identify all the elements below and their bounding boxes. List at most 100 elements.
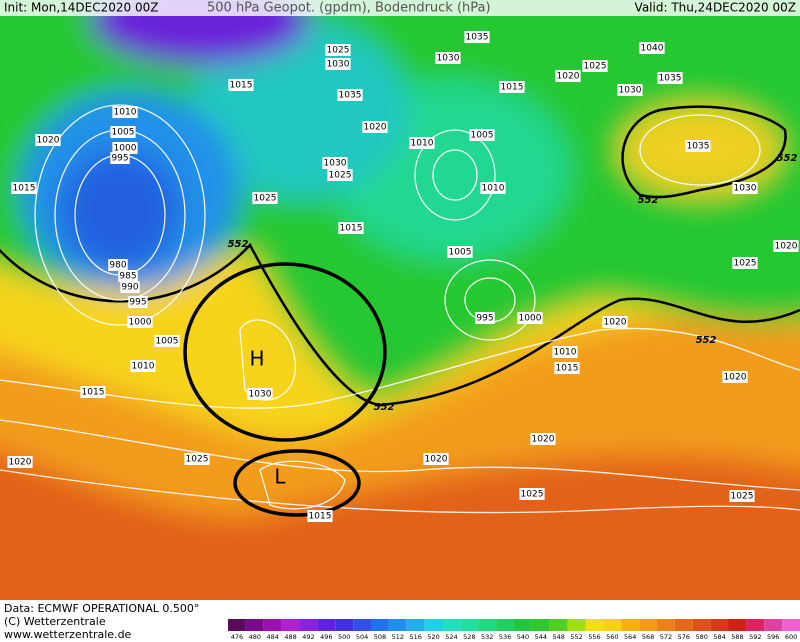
- pressure-label-box: [325, 58, 351, 70]
- scale-swatch: [317, 619, 336, 631]
- scale-swatch: [692, 619, 711, 631]
- scale-swatch: [657, 619, 675, 631]
- scale-label: 500: [338, 633, 350, 641]
- scale-label: 584: [713, 633, 725, 641]
- scale-label: 492: [302, 633, 314, 641]
- scale-label: 576: [678, 633, 690, 641]
- pressure-label-box: [7, 456, 33, 468]
- pressure-label-box: [110, 126, 136, 138]
- pressure-label-box: [519, 488, 545, 500]
- scale-label: 480: [249, 633, 261, 641]
- pressure-label: 980: [109, 261, 126, 271]
- pressure-label: 1015: [309, 512, 332, 522]
- pressure-label: 1040: [641, 44, 664, 54]
- scale-label: 544: [535, 633, 547, 641]
- scale-swatch: [639, 619, 657, 631]
- scale-swatch: [549, 619, 568, 631]
- pressure-label: 1035: [466, 33, 489, 43]
- pressure-label-box: [517, 312, 543, 324]
- scale-label: 536: [499, 633, 511, 641]
- scale-swatch: [728, 619, 747, 631]
- pressure-label-box: [11, 182, 37, 194]
- pressure-label-box: [108, 259, 128, 271]
- scale-label: 532: [481, 633, 493, 641]
- pressure-label: 1035: [339, 91, 362, 101]
- pressure-label-box: [327, 169, 353, 181]
- pressure-label: 1020: [724, 373, 747, 383]
- pressure-label: 1020: [532, 435, 555, 445]
- pressure-label-box: [729, 490, 755, 502]
- pressure-label: 1025: [521, 490, 544, 500]
- pressure-label-box: [480, 182, 506, 194]
- scale-swatch: [424, 619, 443, 631]
- pressure-label-box: [130, 360, 156, 372]
- scale-label: 524: [445, 633, 457, 641]
- pressure-label-box: [325, 44, 351, 56]
- pressure-label-box: [128, 296, 148, 308]
- geopotential-label: 552: [777, 153, 798, 164]
- pressure-label-box: [582, 60, 608, 72]
- pressure-label: 1025: [254, 194, 277, 204]
- color-scale: 476 480 484 488 492 496 500 504 508 512 516 520 524 5…: [228, 619, 800, 641]
- pressure-label: 1035: [687, 142, 710, 152]
- map-title: 500 hPa Geopot. (gpdm), Bodendruck (hPa): [207, 1, 491, 16]
- pressure-label-box: [530, 433, 556, 445]
- scale-swatch: [406, 619, 425, 631]
- pressure-label: 1025: [329, 171, 352, 181]
- pressure-label-box: [732, 182, 758, 194]
- pressure-label-box: [685, 140, 711, 152]
- pressure-label: 1030: [734, 184, 757, 194]
- scale-swatch: [353, 619, 371, 631]
- pressure-label: 1020: [9, 458, 32, 468]
- scale-label: 540: [517, 633, 529, 641]
- pressure-label-box: [228, 79, 254, 91]
- scale-label: 560: [606, 633, 618, 641]
- scale-swatch: [263, 619, 282, 631]
- pressure-label: 990: [121, 283, 138, 293]
- pressure-label: 1030: [324, 159, 347, 169]
- pressure-label: 1035: [659, 74, 682, 84]
- pressure-label: 1010: [132, 362, 155, 372]
- pressure-label-box: [118, 270, 138, 282]
- pressure-label: 1025: [734, 259, 757, 269]
- pressure-label-box: [252, 192, 278, 204]
- scale-label: 588: [731, 633, 743, 641]
- pressure-label: 1020: [425, 455, 448, 465]
- scale-swatch: [281, 619, 300, 631]
- scale-label: 504: [356, 633, 368, 641]
- pressure-label-box: [184, 453, 210, 465]
- pressure-label: 1030: [327, 60, 350, 70]
- scale-swatch: [603, 619, 622, 631]
- field: 1025 1030 1035 1040 1015 1030 1025 1035 1020 1030…: [0, 0, 800, 600]
- pressure-label: 995: [476, 314, 493, 324]
- scale-swatch: [388, 619, 407, 631]
- scale-label: 508: [374, 633, 386, 641]
- pressure-label-box: [307, 510, 333, 522]
- pressure-label-box: [475, 312, 495, 324]
- pressure-label: 1010: [114, 108, 137, 118]
- pressure-label-box: [639, 42, 665, 54]
- pressure-label-box: [362, 121, 388, 133]
- scale-swatch: [299, 619, 318, 631]
- scale-label: 520: [427, 633, 439, 641]
- scale-swatch: [585, 619, 604, 631]
- pressure-label-box: [322, 157, 348, 169]
- pressure-label: 995: [129, 298, 146, 308]
- scale-label: 488: [284, 633, 296, 641]
- scale-swatch: [531, 619, 550, 631]
- pressure-label: 1015: [230, 81, 253, 91]
- data-source: Data: ECMWF OPERATIONAL 0.500°: [4, 602, 199, 615]
- pressure-label-box: [554, 362, 580, 374]
- pressure-label: 1005: [112, 128, 135, 138]
- scale-swatch: [710, 619, 729, 631]
- scale-swatch: [621, 619, 640, 631]
- scale-label: 564: [624, 633, 636, 641]
- scale-label: 580: [695, 633, 707, 641]
- geopotential-label: 552: [696, 335, 717, 346]
- low-center: L: [274, 465, 286, 489]
- scale-swatch: [782, 619, 800, 631]
- pressure-label-box: [423, 453, 449, 465]
- pressure-label: 1005: [449, 248, 472, 258]
- scale-swatch: [335, 619, 354, 631]
